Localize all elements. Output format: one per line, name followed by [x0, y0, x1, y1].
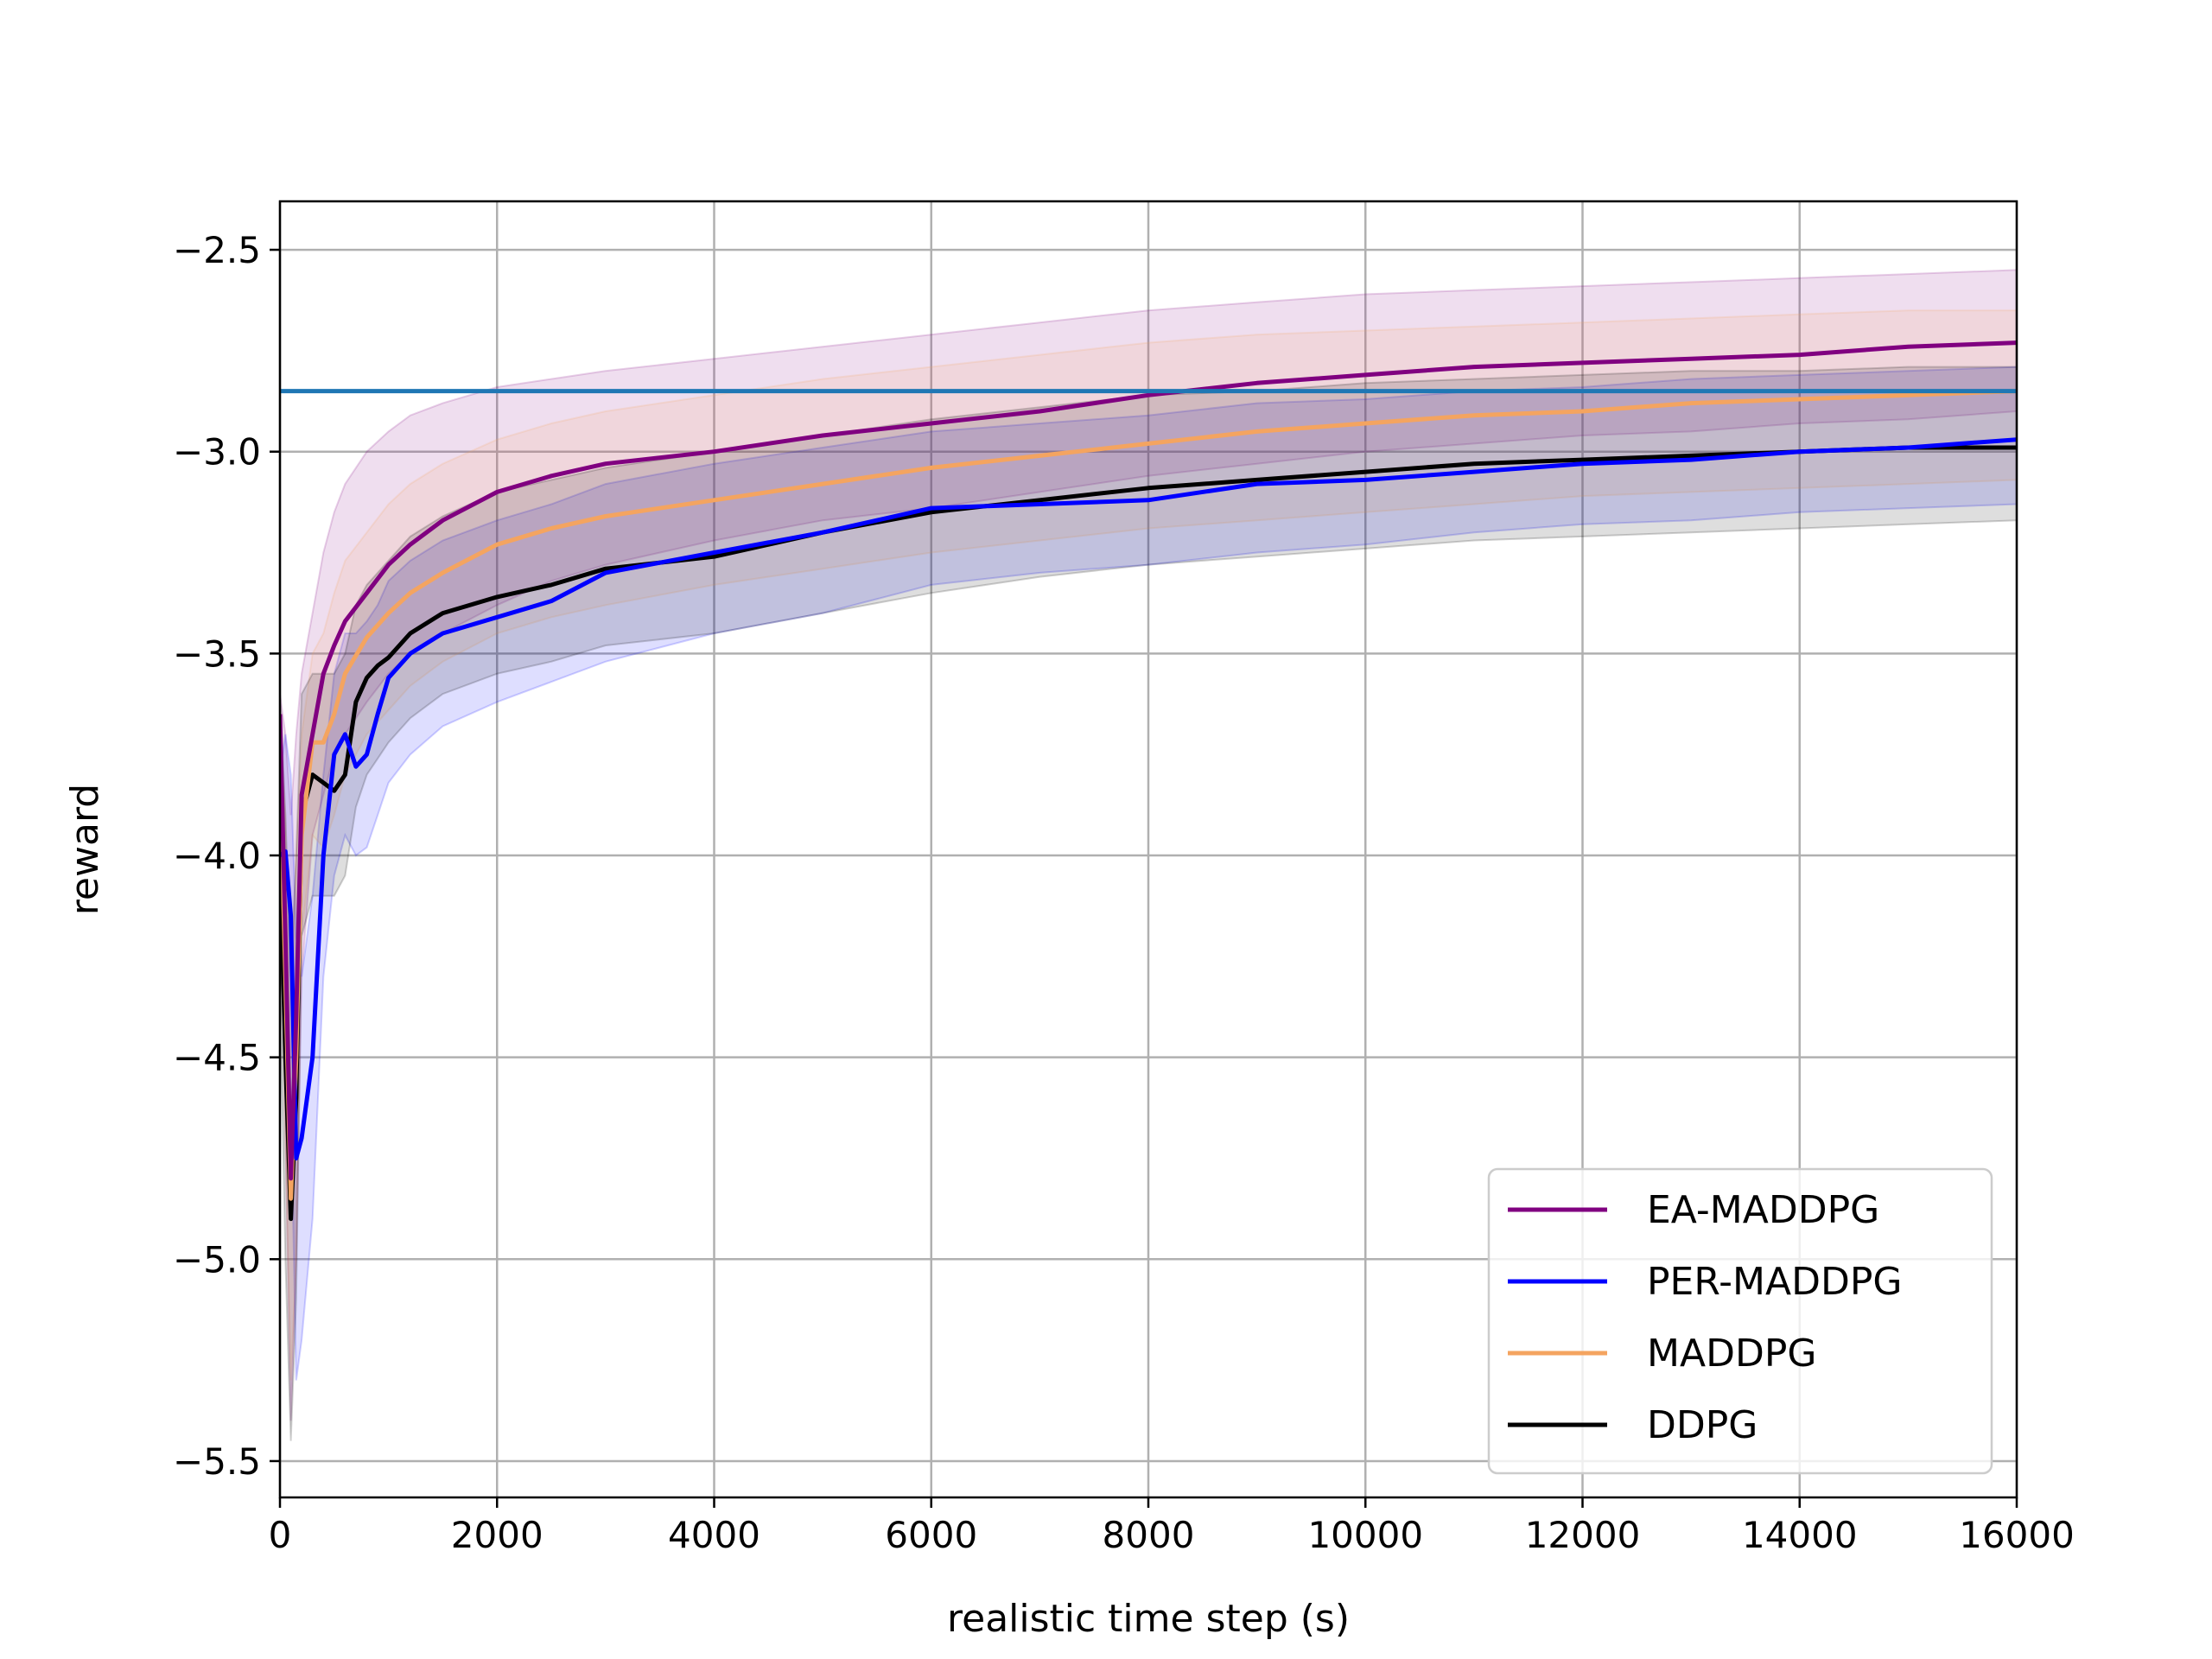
x-tick-label: 12000: [1525, 1514, 1641, 1556]
ddpg-line: [280, 445, 2017, 1222]
maddpg-line: [280, 389, 2017, 1201]
legend-label-ea-maddpg: EA-MADDPG: [1647, 1188, 1879, 1232]
x-axis-label: realistic time step (s): [947, 1597, 1350, 1641]
series-lines: [280, 340, 2017, 1222]
legend-box: [1487, 1167, 1993, 1475]
y-tick-label: −3.5: [173, 632, 261, 675]
y-tick-label: −4.5: [173, 1037, 261, 1079]
legend: EA-MADDPG PER-MADDPG MADDPG DDPG: [1487, 1167, 1993, 1475]
maddpg-band: [280, 309, 2017, 1381]
y-tick-label: −4.0: [173, 835, 261, 877]
x-tick-label: 6000: [885, 1514, 977, 1556]
legend-label-maddpg: MADDPG: [1647, 1332, 1816, 1376]
per-maddpg-line: [280, 437, 2017, 1160]
ddpg-band: [280, 365, 2017, 1441]
ea-maddpg-line: [280, 340, 2017, 1181]
confidence-bands: [280, 269, 2017, 1441]
y-tick-label: −2.5: [173, 229, 261, 271]
x-tick-label: 0: [269, 1514, 292, 1556]
x-tick-label: 8000: [1103, 1514, 1195, 1556]
legend-label-ddpg: DDPG: [1647, 1403, 1758, 1447]
x-tick-label: 4000: [668, 1514, 760, 1556]
ea-maddpg-band: [280, 269, 2017, 1421]
x-tick-label: 16000: [1959, 1514, 2075, 1556]
per-maddpg-band: [280, 365, 2017, 1381]
x-tick-label: 2000: [451, 1514, 543, 1556]
y-tick-label: −5.5: [173, 1440, 261, 1483]
y-tick-label: −5.0: [173, 1238, 261, 1281]
axis-ticks: 0 2000 4000 6000 8000 10000 12000 14000 16000 −2.…: [173, 229, 2075, 1556]
y-tick-label: −3.0: [173, 431, 261, 474]
y-axis-label: reward: [63, 784, 107, 915]
legend-label-per-maddpg: PER-MADDPG: [1647, 1260, 1902, 1304]
x-tick-label: 14000: [1742, 1514, 1858, 1556]
x-tick-label: 10000: [1307, 1514, 1423, 1556]
